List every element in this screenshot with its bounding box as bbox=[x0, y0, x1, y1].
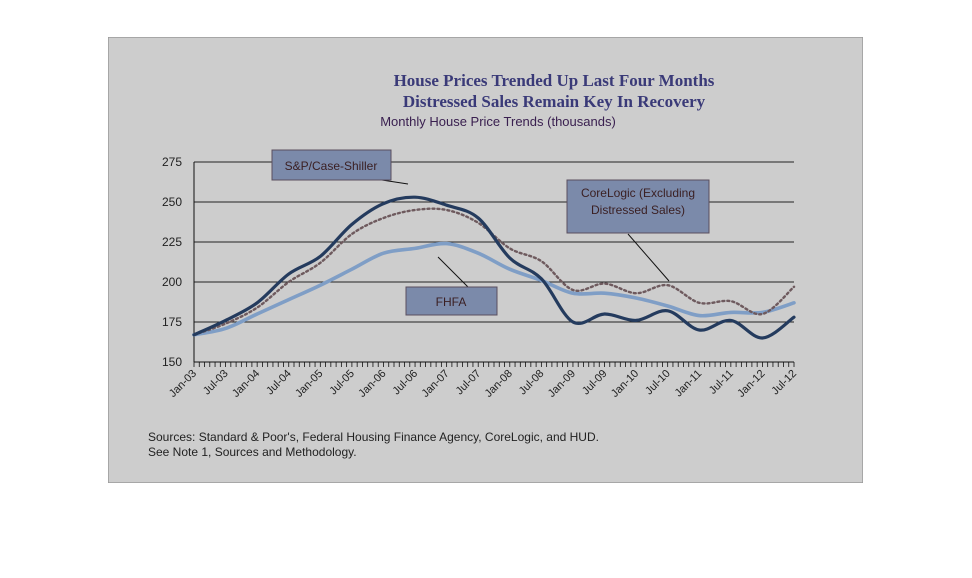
corelogic-callout-arrow bbox=[627, 233, 670, 282]
fhfa-callout-box bbox=[405, 286, 498, 316]
chart-subtitle: Monthly House Price Trends (thousands) bbox=[380, 114, 616, 129]
sp-callout: S&P/Case-Shiller bbox=[271, 149, 392, 181]
chart-background bbox=[108, 37, 863, 483]
y-tick-label: 200 bbox=[162, 275, 182, 289]
series-line-sp-case-shiller bbox=[192, 195, 796, 340]
sp-callout-label: S&P/Case-Shiller bbox=[285, 159, 378, 173]
slide-panel: House Prices Trended Up Last Four Months… bbox=[108, 37, 863, 483]
y-tick-label: 175 bbox=[162, 315, 182, 329]
series-line-fhfa bbox=[192, 241, 796, 337]
y-tick-label: 150 bbox=[162, 355, 182, 369]
fhfa-callout-label: FHFA bbox=[436, 295, 467, 309]
fhfa-callout-arrow bbox=[437, 256, 469, 288]
y-tick-label: 225 bbox=[162, 235, 182, 249]
y-tick-label: 250 bbox=[162, 195, 182, 209]
chart-title: House Prices Trended Up Last Four Months bbox=[394, 71, 715, 90]
corelogic-callout-label-line1: CoreLogic (Excluding bbox=[581, 186, 695, 200]
series-lines bbox=[192, 195, 796, 340]
chart-title-line2: Distressed Sales Remain Key In Recovery bbox=[403, 92, 706, 111]
fhfa-callout: FHFA bbox=[405, 286, 498, 316]
corelogic-callout-label-line2: Distressed Sales) bbox=[591, 203, 685, 217]
chart: House Prices Trended Up Last Four Months… bbox=[108, 37, 863, 483]
sp-callout-box bbox=[271, 149, 392, 181]
corelogic-callout: CoreLogic (Excluding Distressed Sales) bbox=[566, 179, 710, 234]
sources-note: Sources: Standard & Poor's, Federal Hous… bbox=[148, 430, 599, 444]
methodology-note: See Note 1, Sources and Methodology. bbox=[148, 445, 357, 459]
corelogic-callout-box bbox=[566, 179, 710, 234]
y-tick-label: 275 bbox=[162, 155, 182, 169]
series-line-corelogic bbox=[192, 207, 796, 336]
